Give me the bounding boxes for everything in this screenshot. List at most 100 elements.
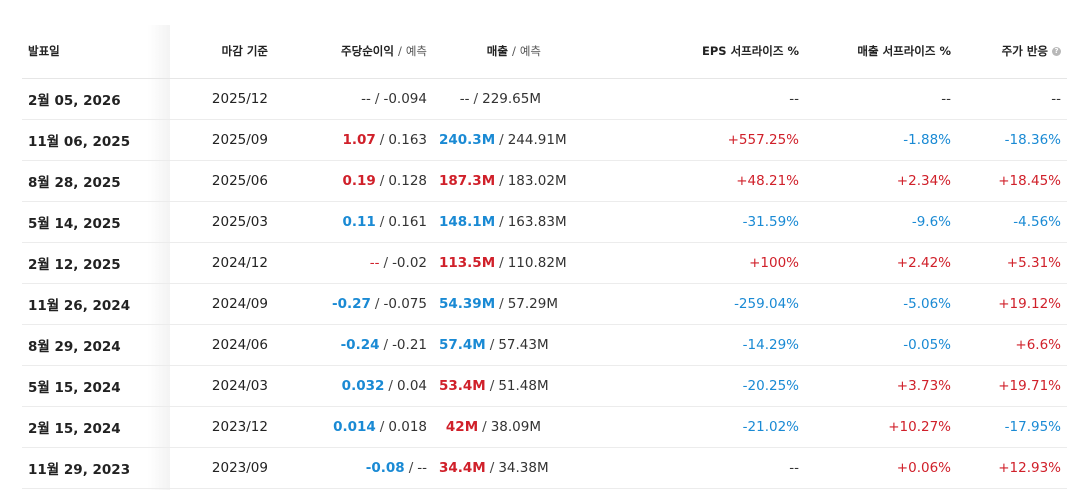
earnings-table: 발표일 마감 기준 주당순이익 / 예측 매출 / 예측 EPS 서프라이즈 % 매출 … [22, 25, 1067, 489]
header-revenue-surprise[interactable]: 매출 서프라이즈 % [805, 25, 957, 79]
cell-date: 8월 29, 2024 [22, 324, 170, 366]
cell-eps: -- / -0.02 [274, 242, 433, 284]
header-revenue-label: 매출 [486, 44, 508, 59]
cell-date: 2월 12, 2025 [22, 242, 170, 284]
header-eps-separator: / [397, 44, 402, 59]
eps-estimate: -0.21 [392, 336, 427, 353]
table-row[interactable]: 5월 14, 2025 2025/03 0.11/0.161 148.1M/163.8… [22, 201, 1067, 243]
eps-actual: 0.014 [333, 418, 376, 435]
cell-revenue-surprise: -0.05% [805, 324, 957, 366]
table-row[interactable]: 11월 26, 2024 2024/09 -0.27/-0.075 54.39M/57… [22, 283, 1067, 325]
revenue-actual: 113.5M [439, 254, 496, 271]
cell-date: 5월 15, 2024 [22, 365, 170, 407]
eps-separator: / [408, 459, 414, 476]
cell-period: 2023/09 [170, 447, 274, 489]
revenue-actual: 54.39M [439, 295, 496, 312]
cell-revenue-surprise: +0.06% [805, 447, 957, 489]
revenue-separator: / [499, 254, 504, 271]
cell-eps: -0.27/-0.075 [274, 283, 433, 325]
revenue-actual: 53.4M [439, 377, 486, 394]
cell-period: 2024/06 [170, 324, 274, 366]
cell-date: 11월 26, 2024 [22, 283, 170, 325]
cell-eps: 0.032/0.04 [274, 365, 433, 407]
table-row[interactable]: 11월 06, 2025 2025/09 1.07/0.163 240.3M/244.… [22, 119, 1067, 161]
cell-period: 2025/06 [170, 160, 274, 202]
header-price-reaction-label: 주가 반응 [1001, 44, 1048, 59]
revenue-separator: / [473, 90, 479, 107]
eps-actual: -- [361, 90, 371, 107]
table-row[interactable]: 8월 28, 2025 2025/06 0.19/0.128 187.3M/183.0… [22, 160, 1067, 202]
eps-separator: / [379, 213, 385, 230]
eps-separator: / [379, 131, 385, 148]
cell-eps: -0.08/-- [274, 447, 433, 489]
cell-eps-surprise: -21.02% [619, 406, 805, 448]
eps-actual: -0.08 [365, 459, 405, 476]
header-eps-estimate-label: 예측 [405, 44, 427, 59]
cell-eps-surprise: -31.59% [619, 201, 805, 243]
revenue-separator: / [489, 459, 495, 476]
eps-estimate: -0.02 [392, 254, 427, 271]
header-period[interactable]: 마감 기준 [170, 25, 274, 79]
cell-price-reaction: -17.95% [957, 406, 1067, 448]
header-eps-surprise[interactable]: EPS 서프라이즈 % [619, 25, 805, 79]
revenue-actual: 187.3M [439, 172, 496, 189]
cell-revenue: 42M/38.09M [433, 406, 619, 448]
cell-revenue-surprise: +2.42% [805, 242, 957, 284]
header-date-label: 발표일 [28, 44, 60, 59]
revenue-separator: / [489, 377, 495, 394]
cell-date: 11월 06, 2025 [22, 119, 170, 161]
cell-revenue-surprise: -9.6% [805, 201, 957, 243]
cell-revenue-surprise: -- [805, 78, 957, 120]
table-row[interactable]: 2월 12, 2025 2024/12 -- / -0.02 113.5M/110.82M… [22, 242, 1067, 284]
cell-revenue-surprise: -5.06% [805, 283, 957, 325]
header-revenue-separator: / [511, 44, 516, 59]
header-date[interactable]: 발표일 [22, 25, 170, 79]
table-row[interactable]: 5월 15, 2024 2024/03 0.032/0.04 53.4M/51.48M… [22, 365, 1067, 407]
eps-estimate: 0.163 [388, 131, 427, 148]
revenue-separator: / [499, 172, 504, 189]
header-price-reaction[interactable]: 주가 반응? [957, 25, 1067, 79]
table-row[interactable]: 8월 29, 2024 2024/06 -0.24/-0.21 57.4M/57.43… [22, 324, 1067, 366]
cell-eps-surprise: -14.29% [619, 324, 805, 366]
revenue-estimate: 51.48M [498, 377, 549, 394]
cell-price-reaction: +12.93% [957, 447, 1067, 489]
cell-date: 8월 28, 2025 [22, 160, 170, 202]
header-revenue[interactable]: 매출 / 예측 [433, 25, 619, 79]
table-row[interactable]: 2월 15, 2024 2023/12 0.014/0.018 42M/38.09M -… [22, 406, 1067, 448]
eps-separator: / [383, 336, 389, 353]
header-eps[interactable]: 주당순이익 / 예측 [274, 25, 433, 79]
cell-eps-surprise: -- [619, 78, 805, 120]
cell-price-reaction: +19.12% [957, 283, 1067, 325]
eps-actual: 0.19 [342, 172, 376, 189]
cell-date: 2월 15, 2024 [22, 406, 170, 448]
eps-actual: -0.27 [331, 295, 371, 312]
revenue-estimate: 183.02M [507, 172, 567, 189]
cell-eps: 0.19/0.128 [274, 160, 433, 202]
revenue-estimate: 229.65M [482, 90, 541, 107]
cell-date: 5월 14, 2025 [22, 201, 170, 243]
cell-eps-surprise: -259.04% [619, 283, 805, 325]
cell-price-reaction: -18.36% [957, 119, 1067, 161]
cell-price-reaction: +18.45% [957, 160, 1067, 202]
eps-actual: -- [369, 254, 380, 271]
eps-estimate: -- [417, 459, 427, 476]
eps-estimate: 0.04 [396, 377, 427, 394]
cell-period: 2024/12 [170, 242, 274, 284]
revenue-separator: / [499, 213, 504, 230]
info-icon[interactable]: ? [1052, 47, 1061, 57]
header-eps-surprise-label: EPS 서프라이즈 % [702, 44, 799, 59]
cell-period: 2025/03 [170, 201, 274, 243]
table-row[interactable]: 2월 05, 2026 2025/12 -- / -0.094 --/229.65M -- -… [22, 78, 1067, 120]
cell-revenue: 148.1M/163.83M [433, 201, 619, 243]
cell-eps: 1.07/0.163 [274, 119, 433, 161]
cell-period: 2024/03 [170, 365, 274, 407]
cell-price-reaction: +6.6% [957, 324, 1067, 366]
cell-revenue: 240.3M/244.91M [433, 119, 619, 161]
cell-revenue: 113.5M/110.82M [433, 242, 619, 284]
eps-separator: / [374, 295, 380, 312]
cell-date: 11월 29, 2023 [22, 447, 170, 489]
table-row[interactable]: 11월 29, 2023 2023/09 -0.08/-- 34.4M/34.38M -… [22, 447, 1067, 489]
eps-estimate: -0.094 [383, 90, 427, 107]
revenue-separator: / [482, 418, 487, 435]
